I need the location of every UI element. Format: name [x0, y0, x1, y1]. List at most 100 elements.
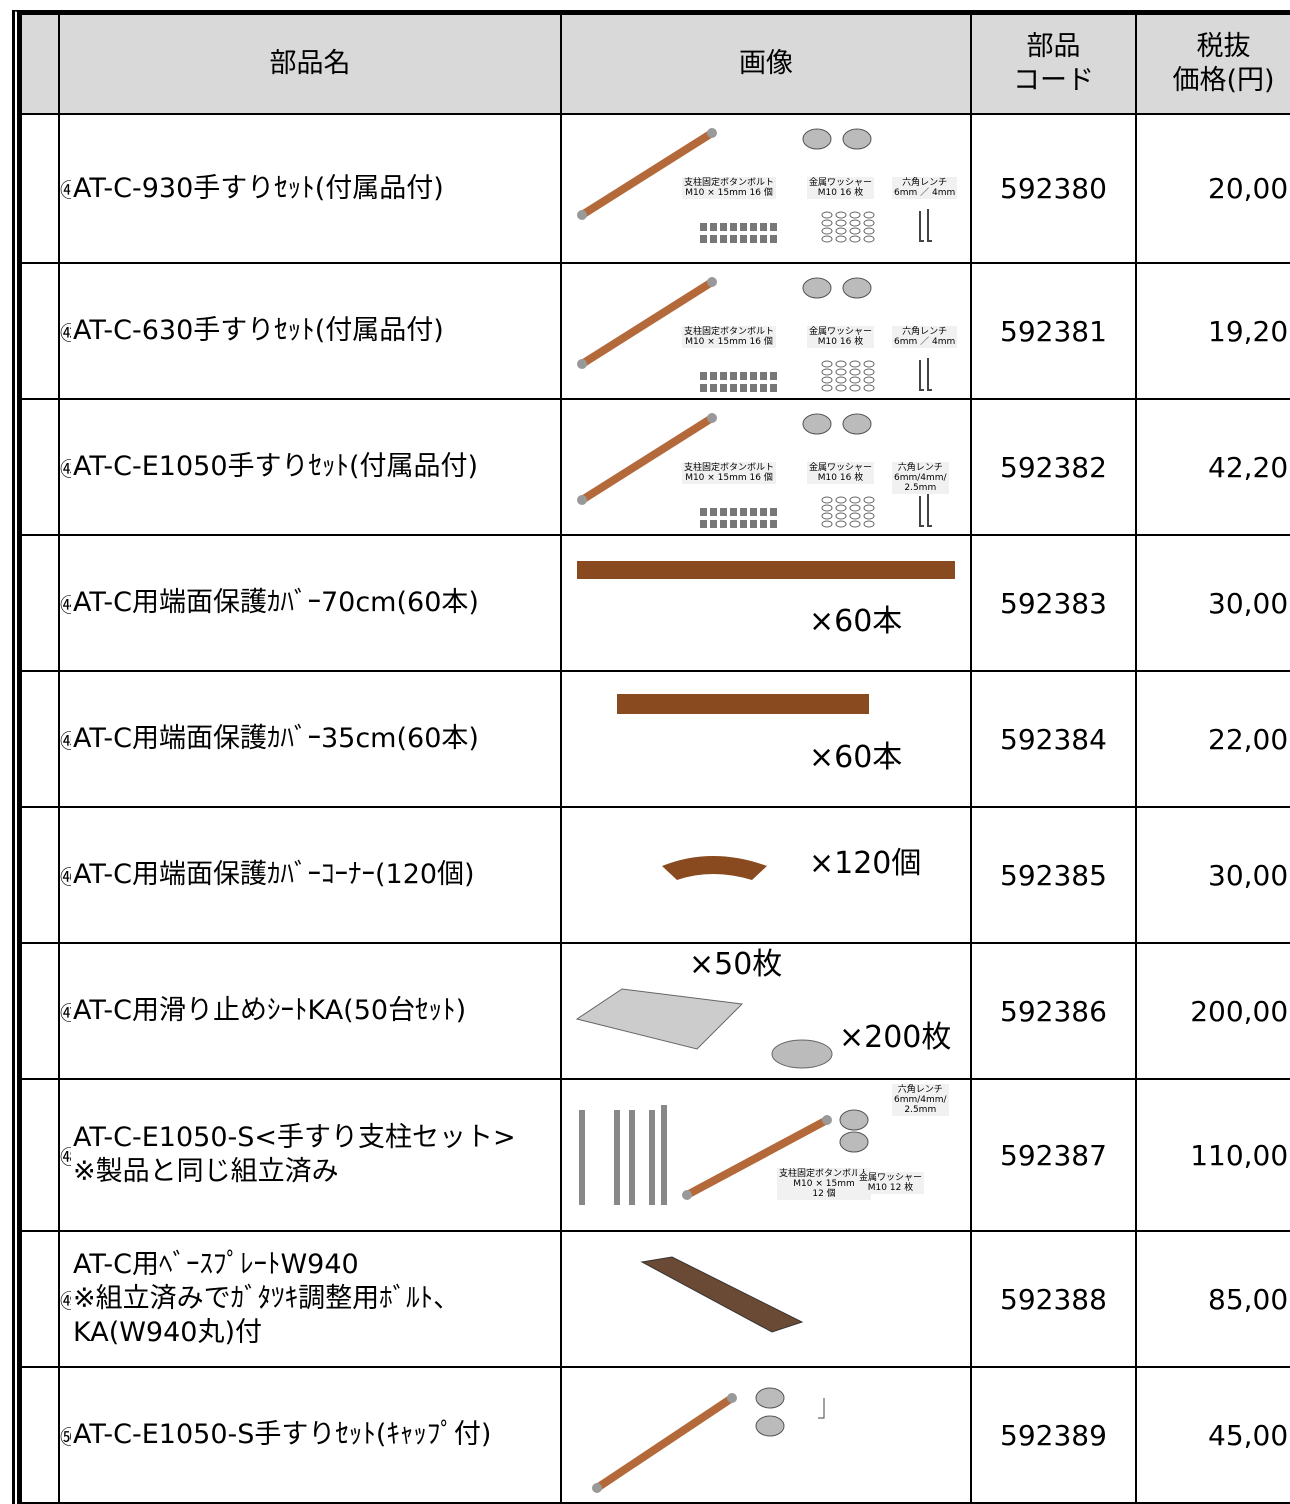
price: 19,200 [1135, 262, 1290, 400]
part-name-line: AT-C用端面保護ｶﾊﾞｰ70cm(60本) [73, 587, 479, 618]
row-number: ㊻ [58, 806, 71, 944]
row-blank [20, 1078, 60, 1232]
illustration-part [835, 235, 847, 243]
illustration-part [849, 368, 861, 376]
header-line: 部品名 [269, 48, 351, 79]
row-number: ㊷ [58, 262, 71, 400]
illustration-part [740, 520, 747, 528]
part-name-line: AT-C用端面保護ｶﾊﾞｰ35cm(60本) [73, 723, 479, 754]
part-name: AT-C用ﾍﾞｰｽﾌﾟﾚｰﾄW940 ※組立済みでｶﾞﾀﾂｷ調整用ﾎﾞﾙﾄ、 KA(… [71, 1230, 562, 1368]
image-label-line: 六角レンチ [902, 327, 948, 337]
image-label-line: 12 個 [812, 1189, 836, 1199]
row-number: ㊾ [58, 1230, 71, 1368]
image-label-line: M10 16 枚 [817, 473, 864, 483]
part-name-line: AT-C-930手すりｾｯﾄ(付属品付) [73, 172, 444, 204]
illustration-part [842, 128, 872, 150]
illustration-part [577, 210, 587, 220]
illustration-part [835, 368, 847, 376]
part-code: 592380 [970, 113, 1137, 264]
row-blank [20, 262, 60, 400]
illustration-part [842, 277, 872, 299]
part-name: AT-C-630手すりｾｯﾄ(付属品付) [71, 262, 562, 400]
image-label-line: M10 × 15mm [793, 1179, 855, 1189]
image-label-line: 2.5mm [904, 1105, 937, 1115]
illustration-part [863, 360, 875, 368]
part-name-line: AT-C-E1050-S<手すり支柱セット> [73, 1122, 516, 1153]
illustration-part [579, 129, 715, 219]
illustration-part [849, 227, 861, 235]
illustration-part [863, 496, 875, 504]
part-code: 592382 [970, 398, 1137, 536]
row-number: ㊽ [58, 1078, 71, 1232]
row-number: ㊼ [58, 942, 71, 1080]
header-line: 画像 [739, 48, 793, 79]
image-label-line: 六角レンチ [902, 178, 948, 188]
part-name-line: KA(W940丸)付 [73, 1317, 262, 1348]
illustration-part [662, 856, 767, 880]
part-name: AT-C-930手すりｾｯﾄ(付属品付) [71, 113, 562, 264]
illustration-part [863, 512, 875, 520]
part-image [560, 1230, 972, 1368]
image-label: 支柱固定ボタンボルト M10 × 15mm 16 個 [682, 462, 777, 484]
part-image: 六角レンチ 6mm/4mm/2.5mm 支柱固定ボタンボルト M10 × 15mm 12… [560, 1078, 972, 1232]
illustration-part [842, 413, 872, 435]
illustration-part [821, 376, 833, 384]
illustration-part [700, 520, 707, 528]
column-header: 部品 コード [970, 13, 1137, 115]
image-label: 金属ワッシャー M10 12 枚 [857, 1172, 925, 1194]
illustration-part [835, 360, 847, 368]
image-label-line: ×200枚 [839, 1020, 952, 1055]
illustration-part [720, 372, 727, 380]
illustration-part [849, 360, 861, 368]
illustration-part [919, 209, 932, 242]
part-code: 592386 [970, 942, 1137, 1080]
illustration-part [740, 384, 747, 392]
illustration-part [750, 508, 757, 516]
part-image: ×60本 [560, 534, 972, 672]
row-blank [20, 534, 60, 672]
part-name: AT-C用端面保護ｶﾊﾞｰ70cm(60本) [71, 534, 562, 672]
part-name-line: AT-C-630手すりｾｯﾄ(付属品付) [73, 315, 444, 346]
illustration-part [835, 504, 847, 512]
price: 20,000 [1135, 113, 1290, 264]
price: 42,200 [1135, 398, 1290, 536]
illustration-part [863, 376, 875, 384]
illustration-part [700, 235, 707, 243]
illustration-part [849, 219, 861, 227]
illustration-part [849, 376, 861, 384]
illustration-part [727, 1393, 737, 1403]
part-name: AT-C-E1050手すりｾｯﾄ(付属品付) [71, 398, 562, 536]
image-label: 支柱固定ボタンボルト M10 × 15mm 12 個 [777, 1168, 872, 1200]
illustration-part [760, 223, 767, 231]
illustration-part [707, 277, 717, 287]
image-label-line: 六角レンチ [897, 463, 943, 473]
illustration-part [720, 520, 727, 528]
illustration-part [594, 1394, 735, 1492]
image-label-line: 6mm ／ 4mm [894, 337, 956, 347]
image-label: 金属ワッシャー M10 16 枚 [807, 177, 875, 199]
illustration-part [740, 508, 747, 516]
image-label-line: ×120個 [809, 846, 922, 881]
illustration [662, 856, 767, 880]
illustration-part [700, 384, 707, 392]
illustration [640, 1256, 804, 1333]
illustration-part [740, 235, 747, 243]
illustration-part [710, 235, 717, 243]
part-image: 支柱固定ボタンボルト M10 × 15mm 16 個 金属ワッシャー M10 16 枚… [560, 398, 972, 536]
illustration-part [835, 219, 847, 227]
image-label-line: ×60本 [809, 740, 903, 775]
image-label-line: ×50枚 [689, 947, 783, 982]
illustration-part [863, 235, 875, 243]
part-name: AT-C-E1050-S手すりｾｯﾄ(ｷｬｯﾌﾟ付) [71, 1366, 562, 1504]
illustration-part [821, 520, 833, 528]
illustration-part [863, 504, 875, 512]
illustration-part [710, 384, 717, 392]
illustration-part [577, 359, 587, 369]
row: ㊽AT-C-E1050-S<手すり支柱セット>※製品と同じ組立済み六角レンチ6m… [20, 1078, 1290, 1232]
part-name-line: AT-C用ﾍﾞｰｽﾌﾟﾚｰﾄW940 [73, 1249, 359, 1280]
row-blank [20, 806, 60, 944]
part-image: 支柱固定ボタンボルト M10 × 15mm 16 個 金属ワッシャー M10 16 枚… [560, 113, 972, 264]
part-image: ×50枚 ×200枚 [560, 942, 972, 1080]
